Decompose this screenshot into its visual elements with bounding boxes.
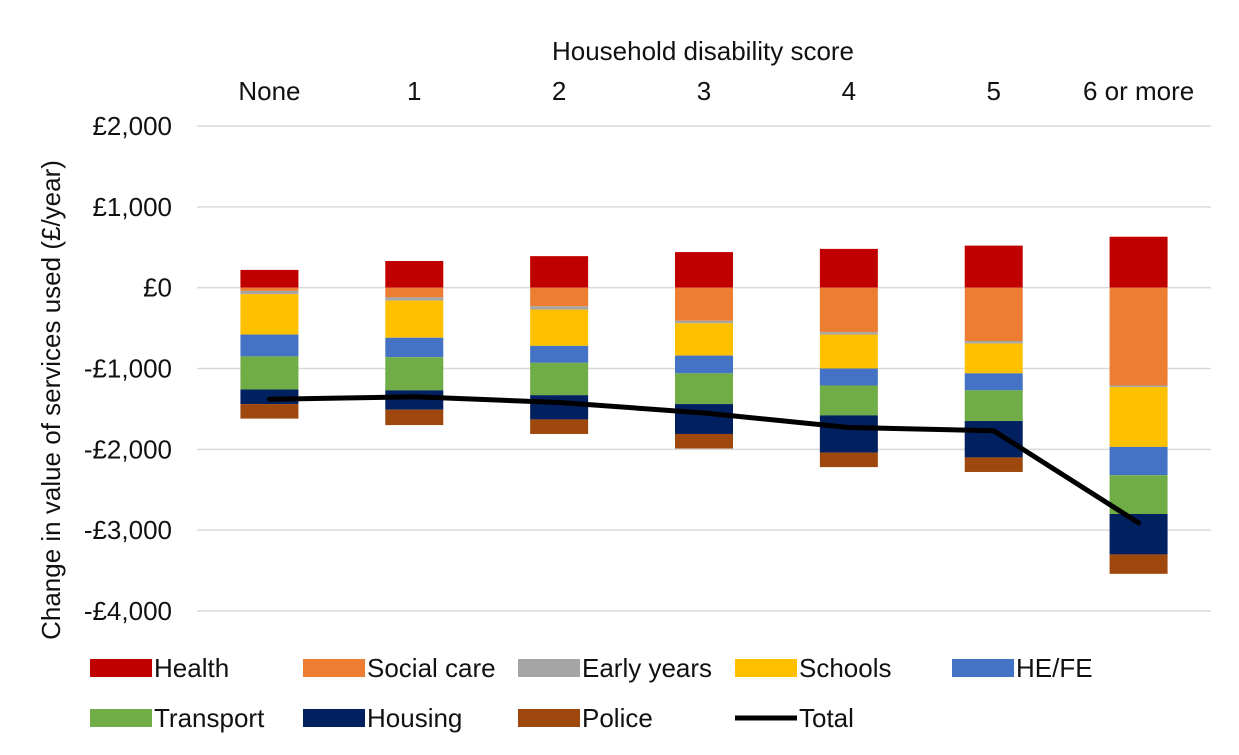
bar-schools: [385, 300, 444, 338]
category-label: 3: [697, 76, 711, 106]
bar-social-care: [385, 287, 444, 298]
y-tick-label: -£2,000: [84, 434, 172, 464]
bar-early-years: [819, 332, 878, 335]
legend-label-social-care: Social care: [367, 653, 496, 683]
bar-schools: [964, 343, 1023, 374]
bar-police: [385, 409, 444, 426]
bar-he-fe: [1109, 446, 1168, 476]
bar-social-care: [240, 287, 299, 291]
bar-he-fe: [530, 345, 589, 363]
bar-he-fe: [964, 373, 1023, 391]
total-line-group: [266, 394, 1142, 526]
bar-early-years: [964, 341, 1023, 344]
legend-label-health: Health: [154, 653, 229, 683]
bar-health: [964, 245, 1023, 288]
y-tick-label: -£1,000: [84, 354, 172, 384]
bar-schools: [1109, 387, 1168, 447]
bar-transport: [964, 390, 1023, 422]
category-label: 1: [407, 76, 421, 106]
legend-swatch-health: [90, 659, 152, 677]
bar-he-fe: [385, 337, 444, 358]
bar-social-care: [1109, 287, 1168, 386]
bar-early-years: [675, 320, 733, 324]
bar-housing: [819, 415, 878, 453]
bar-schools: [819, 334, 878, 369]
x-axis-title: Household disability score: [552, 36, 854, 66]
legend-label-housing: Housing: [367, 703, 462, 733]
bar-health: [530, 256, 589, 288]
bar-health: [240, 269, 299, 288]
bar-he-fe: [675, 355, 733, 374]
legend-swatch-police: [518, 709, 580, 727]
bar-health: [385, 260, 444, 288]
legend-label-police: Police: [582, 703, 653, 733]
legend-label-transport: Transport: [154, 703, 265, 733]
bar-health: [1109, 236, 1168, 288]
legend-label-early-years: Early years: [582, 653, 712, 683]
y-tick-label: £2,000: [92, 111, 172, 141]
legend-label-he-fe: HE/FE: [1016, 653, 1093, 683]
bar-he-fe: [240, 334, 299, 357]
bar-transport: [819, 385, 878, 416]
category-label: None: [238, 76, 300, 106]
y-tick-label: -£4,000: [84, 596, 172, 626]
y-tick-label: -£3,000: [84, 515, 172, 545]
legend-swatch-he-fe: [952, 659, 1014, 677]
bar-he-fe: [819, 368, 878, 386]
bar-early-years: [385, 297, 444, 301]
bar-segments: [240, 236, 1168, 574]
bar-transport: [385, 357, 444, 391]
bar-schools: [675, 323, 733, 356]
legend: Health Social care Early years Schools HE/FE…: [90, 653, 1093, 733]
bar-social-care: [964, 287, 1023, 342]
bar-transport: [530, 362, 589, 396]
bar-police: [240, 404, 299, 419]
category-label: 6 or more: [1083, 76, 1194, 106]
category-label: 5: [986, 76, 1000, 106]
y-axis-tick-labels: £2,000 £1,000 £0 -£1,000 -£2,000 -£3,000 -£4,0…: [84, 111, 172, 626]
y-tick-label: £0: [143, 273, 172, 303]
legend-label-schools: Schools: [799, 653, 892, 683]
bar-social-care: [819, 287, 878, 333]
bar-housing: [675, 404, 733, 434]
bar-health: [819, 248, 878, 288]
bar-housing: [530, 395, 589, 420]
bar-police: [819, 452, 878, 468]
bar-transport: [240, 356, 299, 390]
bar-early-years: [240, 290, 299, 295]
legend-label-total: Total: [799, 703, 854, 733]
y-tick-label: £1,000: [92, 192, 172, 222]
category-labels: None 1 2 3 4 5 6 or more: [238, 76, 1194, 106]
category-label: 4: [842, 76, 856, 106]
bar-transport: [1109, 475, 1168, 514]
bar-police: [530, 419, 589, 434]
bar-police: [675, 433, 733, 449]
total-line: [266, 394, 1142, 526]
bar-early-years: [530, 306, 589, 310]
legend-swatch-housing: [303, 709, 365, 727]
bar-social-care: [530, 287, 589, 307]
bar-housing: [964, 421, 1023, 458]
legend-swatch-social-care: [303, 659, 365, 677]
legend-swatch-early-years: [518, 659, 580, 677]
y-axis-title: Change in value of services used (£/year…: [36, 160, 66, 640]
bar-transport: [675, 373, 733, 405]
category-label: 2: [552, 76, 566, 106]
legend-swatch-transport: [90, 709, 152, 727]
legend-swatch-schools: [735, 659, 797, 677]
bar-early-years: [1109, 385, 1168, 388]
bar-health: [675, 252, 733, 288]
bar-police: [964, 457, 1023, 472]
bar-schools: [530, 309, 589, 346]
bar-social-care: [675, 287, 733, 321]
bar-schools: [240, 294, 299, 335]
bar-police: [1109, 554, 1168, 574]
